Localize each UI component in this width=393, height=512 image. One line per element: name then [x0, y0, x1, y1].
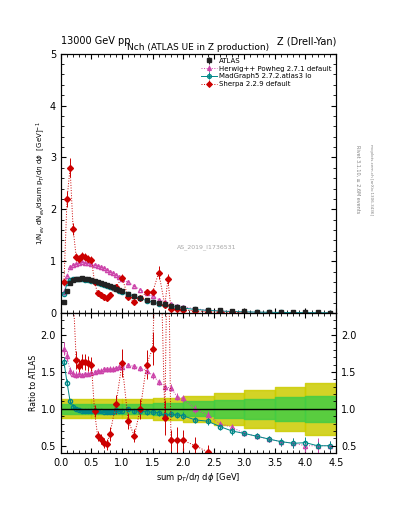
X-axis label: sum p$_{T}$/d$\eta$ d$\phi$ [GeV]: sum p$_{T}$/d$\eta$ d$\phi$ [GeV]	[156, 471, 241, 484]
Text: AS_2019_I1736531: AS_2019_I1736531	[177, 244, 237, 250]
Text: Rivet 3.1.10, ≥ 2.6M events: Rivet 3.1.10, ≥ 2.6M events	[356, 145, 361, 214]
Y-axis label: 1/N$_{ev}$ dN$_{ev}$/dsum p$_{T}$/d$\eta$ d$\phi$  [GeV]$^{-1}$: 1/N$_{ev}$ dN$_{ev}$/dsum p$_{T}$/d$\eta…	[34, 121, 47, 245]
Text: 13000 GeV pp: 13000 GeV pp	[61, 36, 130, 46]
Legend: ATLAS, Herwig++ Powheg 2.7.1 default, MadGraph5 2.7.2.atlas3 lo, Sherpa 2.2.9 de: ATLAS, Herwig++ Powheg 2.7.1 default, Ma…	[198, 55, 334, 90]
Text: mcplots.cern.ch [arXiv:1306.3436]: mcplots.cern.ch [arXiv:1306.3436]	[369, 144, 373, 215]
Title: Nch (ATLAS UE in Z production): Nch (ATLAS UE in Z production)	[127, 42, 270, 52]
Y-axis label: Ratio to ATLAS: Ratio to ATLAS	[29, 355, 38, 411]
Text: Z (Drell-Yan): Z (Drell-Yan)	[277, 36, 336, 46]
